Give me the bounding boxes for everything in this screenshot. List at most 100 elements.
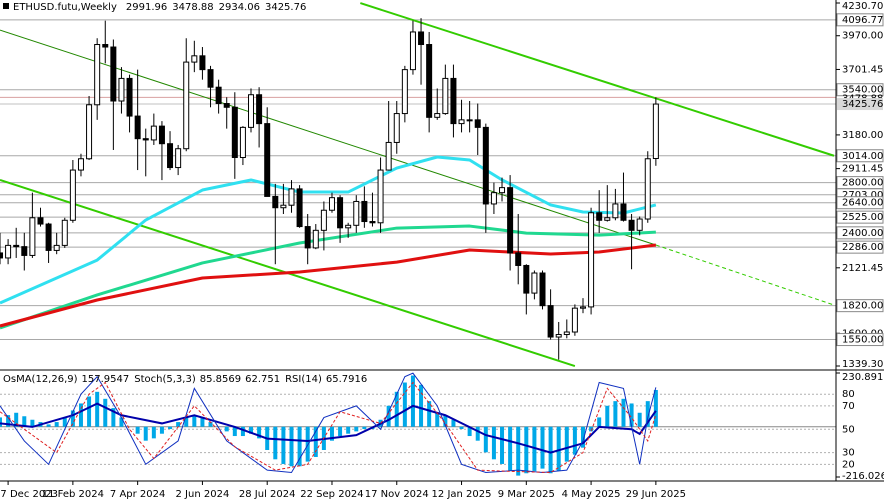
candle-body xyxy=(118,77,125,102)
osma-bar xyxy=(338,426,343,437)
osma-bar xyxy=(0,417,2,427)
candle-body xyxy=(571,307,578,333)
candle-body xyxy=(256,94,263,125)
osma-bar xyxy=(14,412,19,427)
level-label: 2703.00 xyxy=(842,190,883,201)
osma-bar xyxy=(143,426,148,441)
candle-body xyxy=(110,46,117,102)
level-label: 2400.00 xyxy=(842,228,883,239)
close: 3425.76 xyxy=(265,2,306,13)
candle-body xyxy=(409,31,416,71)
candle-body xyxy=(385,141,392,171)
axes xyxy=(0,0,884,482)
candle-body xyxy=(377,169,384,224)
candle-body xyxy=(158,125,165,145)
candle-body xyxy=(248,94,255,128)
candle-body xyxy=(199,55,206,71)
osma-bar xyxy=(491,426,496,460)
price-panel xyxy=(0,2,836,367)
y-tick-label: 3701.45 xyxy=(842,64,883,75)
candle-body xyxy=(563,331,570,336)
osma-bar xyxy=(192,415,197,427)
stoch-signal-line xyxy=(0,381,657,473)
candle-body xyxy=(612,203,619,219)
candle-body xyxy=(474,119,481,128)
level-label-box xyxy=(836,299,884,313)
indicator-panel xyxy=(0,372,836,476)
candle-body xyxy=(490,192,497,205)
osma-bar xyxy=(346,426,351,434)
level-label: 1550.00 xyxy=(842,335,883,346)
candle-body xyxy=(466,119,473,122)
candle-body xyxy=(620,203,627,221)
x-tick-label: 4 May 2025 xyxy=(562,489,621,500)
candle-body xyxy=(337,197,344,229)
osma-bar xyxy=(613,401,618,427)
high: 3478.88 xyxy=(172,2,213,13)
candle-body xyxy=(434,113,441,118)
osma-bar xyxy=(508,426,513,471)
candle-body xyxy=(207,69,214,88)
osma-bar xyxy=(78,403,83,427)
candle-body xyxy=(280,204,287,209)
x-tick-label: 29 Jun 2025 xyxy=(626,489,686,500)
osma-bar xyxy=(103,398,108,427)
osma-bar xyxy=(224,426,229,432)
stoch-name: Stoch(5,3,3) xyxy=(134,374,196,385)
level-label-box xyxy=(836,149,884,163)
osma-bar xyxy=(394,391,399,427)
candle-body xyxy=(596,212,603,221)
stoch-main: 85.8569 xyxy=(200,374,241,385)
osma-bar xyxy=(467,426,472,437)
level-label: 2286.00 xyxy=(842,242,883,253)
osma-bar xyxy=(621,398,626,427)
osma-bar xyxy=(240,426,245,437)
level-label: 3540.00 xyxy=(842,85,883,96)
y-tick-label: 4230.70 xyxy=(842,1,883,12)
osma-bar xyxy=(540,426,545,469)
osma-bar xyxy=(176,422,181,427)
candle-body xyxy=(507,187,514,254)
candle-body xyxy=(482,126,489,205)
y-tick-label: 3970.00 xyxy=(842,31,883,42)
level-label: 3014.00 xyxy=(842,151,883,162)
trendline xyxy=(360,2,835,157)
trendline xyxy=(0,29,657,246)
x-tick-label: 17 Dec 2023 xyxy=(0,489,58,500)
level-label-box xyxy=(836,210,884,224)
level-label-box xyxy=(836,196,884,210)
rsi-name: RSI(14) xyxy=(285,374,322,385)
low: 2934.06 xyxy=(219,2,260,13)
candle-body xyxy=(183,61,190,150)
candle-body xyxy=(239,126,246,159)
osma-bar xyxy=(410,375,415,427)
osma-bar xyxy=(200,417,205,427)
candle-body xyxy=(531,272,538,294)
candle-body xyxy=(361,200,368,223)
rsi-value: 65.7916 xyxy=(326,374,367,385)
candle-body xyxy=(515,252,522,266)
osma-bar xyxy=(95,391,100,427)
osma-bar xyxy=(645,401,650,427)
candle-body xyxy=(94,44,101,106)
candle-body xyxy=(426,44,433,118)
candle-body xyxy=(547,305,554,338)
osma-bar xyxy=(249,426,254,434)
osma-bar xyxy=(87,396,92,427)
candle-body xyxy=(215,86,222,105)
osma-bar xyxy=(459,426,464,430)
osma-bar xyxy=(637,412,642,427)
x-tick-label: 7 Apr 2024 xyxy=(110,489,165,500)
level-label-box xyxy=(836,240,884,254)
candle-body xyxy=(644,158,651,220)
osma-bar xyxy=(151,426,156,439)
osma-bar xyxy=(22,416,27,427)
osma-bar xyxy=(653,389,658,427)
osma-bar xyxy=(232,426,237,437)
candle-body xyxy=(0,252,3,259)
candle-body xyxy=(191,55,198,63)
moving-average xyxy=(0,224,656,330)
candle-body xyxy=(53,244,60,251)
level-label-box xyxy=(836,333,884,347)
